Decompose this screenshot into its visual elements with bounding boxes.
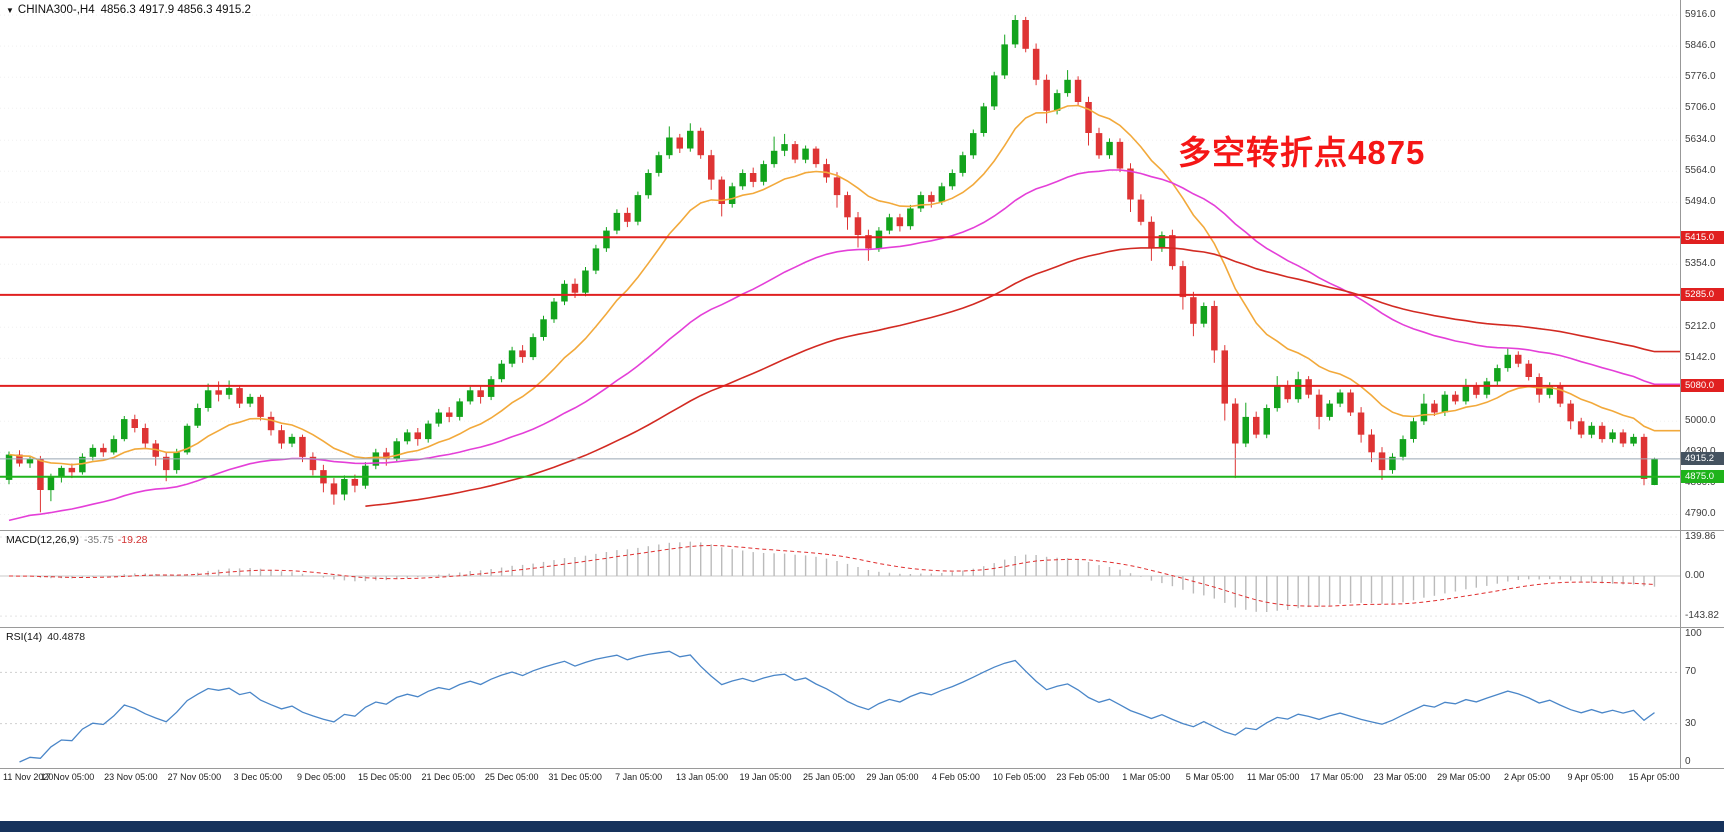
price-tag: 5080.0 [1681, 379, 1724, 393]
axis-label: 100 [1685, 628, 1702, 639]
axis-label: 0 [1685, 756, 1691, 767]
moving-averages-layer [8, 104, 1680, 522]
rsi-canvas[interactable] [0, 628, 1680, 768]
price-tag: 5415.0 [1681, 230, 1724, 244]
ohlc-values: 4856.3 4917.9 4856.3 4915.2 [100, 4, 251, 16]
macd-main-value: -35.75 [83, 534, 114, 546]
time-axis-label: 29 Jan 05:00 [866, 772, 919, 782]
ma-fast-line [8, 104, 1680, 466]
time-axis-label: 2 Apr 05:00 [1504, 772, 1551, 782]
macd-signal-value: -19.28 [117, 534, 148, 546]
time-axis-label: 17 Nov 05:00 [40, 772, 95, 782]
axis-label: 70 [1685, 666, 1697, 678]
macd-label-row: MACD(12,26,9) -35.75 -19.28 [6, 534, 148, 546]
price-axis: 5916.0 5846.0 5776.0 5706.0 5634.0 5564.0 5494… [1680, 0, 1724, 530]
time-axis-label: 23 Nov 05:00 [104, 772, 158, 782]
candles-layer [5, 15, 1658, 513]
panel-divider[interactable] [0, 530, 1724, 531]
axis-label: 5000.0 [1685, 415, 1716, 427]
macd-histogram [18, 541, 1656, 612]
time-axis-label: 25 Dec 05:00 [484, 772, 539, 782]
price-tag: 5285.0 [1681, 288, 1724, 302]
chart-title: ▼ CHINA300-,H4 4856.3 4917.9 4856.3 4915.2 [6, 4, 251, 16]
chart-annotation: 多空转折点4875 [1178, 134, 1426, 171]
time-axis-label: 15 Dec 05:00 [357, 772, 412, 782]
axis-label: -143.82 [1685, 610, 1719, 622]
time-axis-label: 11 Mar 05:00 [1247, 772, 1300, 782]
rsi-label: RSI(14) [6, 631, 43, 643]
price-chart-canvas[interactable] [0, 0, 1680, 530]
axis-label: 5354.0 [1685, 258, 1716, 270]
price-chart-panel[interactable]: 5916.0 5846.0 5776.0 5706.0 5634.0 5564.0 5494… [0, 0, 1724, 530]
time-axis-label: 5 Mar 05:00 [1185, 772, 1234, 782]
ma-slow-line [365, 246, 1680, 507]
time-axis-label: 19 Jan 05:00 [739, 772, 792, 782]
grid-layer [0, 14, 1680, 515]
axis-label: 5706.0 [1685, 102, 1716, 114]
time-axis-label: 23 Mar 05:00 [1373, 772, 1427, 782]
axis-label: 0.00 [1685, 570, 1705, 581]
axis-label: 30 [1685, 717, 1697, 729]
axis-label: 4930.0 [1685, 447, 1716, 457]
time-axis-label: 1 Mar 05:00 [1122, 772, 1171, 782]
time-axis: 11 Nov 2020 17 Nov 05:00 23 Nov 05:00 27 No… [0, 769, 1724, 821]
panel-divider[interactable] [0, 768, 1724, 769]
rsi-line [19, 650, 1655, 763]
time-axis-label: 25 Jan 05:00 [802, 772, 856, 782]
axis-label: 4790.0 [1685, 508, 1716, 520]
macd-panel[interactable]: 139.86 0.00 -143.82 MACD(12,26,9) -35.75 -19… [0, 531, 1724, 627]
time-axis-label: 17 Mar 05:00 [1310, 772, 1364, 782]
time-axis-label: 7 Jan 05:00 [615, 772, 663, 782]
time-axis-label: 21 Dec 05:00 [421, 772, 475, 782]
axis-label: 5494.0 [1685, 196, 1716, 208]
time-axis-label: 9 Dec 05:00 [297, 772, 346, 782]
time-axis-label: 29 Mar 05:00 [1437, 772, 1491, 782]
time-axis-label: 15 Apr 05:00 [1628, 772, 1680, 782]
rsi-axis: 100 70 30 0 [1680, 628, 1724, 768]
time-axis-label: 13 Jan 05:00 [676, 772, 729, 782]
price-tag: 4915.2 [1681, 452, 1724, 466]
ma-mid-line [8, 169, 1680, 522]
axis-label: 5916.0 [1685, 9, 1716, 21]
horizontal-lines-layer [0, 236, 1680, 478]
macd-canvas[interactable] [0, 531, 1680, 627]
time-axis-label: 4 Feb 05:00 [931, 772, 980, 782]
rsi-value: 40.4878 [47, 631, 86, 643]
time-axis-label: 9 Apr 05:00 [1567, 772, 1614, 782]
rsi-label-row: RSI(14) 40.4878 [6, 631, 85, 643]
axis-label: 5212.0 [1685, 321, 1716, 333]
macd-label: MACD(12,26,9) [6, 534, 79, 546]
axis-label: 139.86 [1685, 531, 1716, 542]
dropdown-triangle-icon: ▼ [6, 6, 14, 15]
axis-label: 5846.0 [1685, 40, 1716, 52]
panel-divider[interactable] [0, 627, 1724, 628]
time-axis-label: 10 Feb 05:00 [992, 772, 1046, 782]
time-axis-label: 11 Nov 2020 [3, 772, 54, 782]
price-tag: 4875.0 [1681, 470, 1724, 484]
time-axis-label: 3 Dec 05:00 [233, 772, 283, 782]
time-axis-label: 23 Feb 05:00 [1056, 772, 1110, 782]
time-axis-label: 31 Dec 05:00 [548, 772, 602, 782]
bottom-window-strip [0, 821, 1724, 832]
symbol-timeframe-label: CHINA300-,H4 [17, 4, 95, 16]
macd-axis: 139.86 0.00 -143.82 [1680, 531, 1724, 627]
axis-label: 5142.0 [1685, 352, 1716, 364]
axis-label: 5776.0 [1685, 71, 1716, 83]
rsi-panel[interactable]: 100 70 30 0 RSI(14) 40.4878 [0, 628, 1724, 768]
macd-signal-line [8, 544, 1655, 607]
time-axis-label: 27 Nov 05:00 [167, 772, 222, 782]
axis-label: 5634.0 [1685, 134, 1716, 146]
axis-label: 5564.0 [1685, 165, 1716, 177]
